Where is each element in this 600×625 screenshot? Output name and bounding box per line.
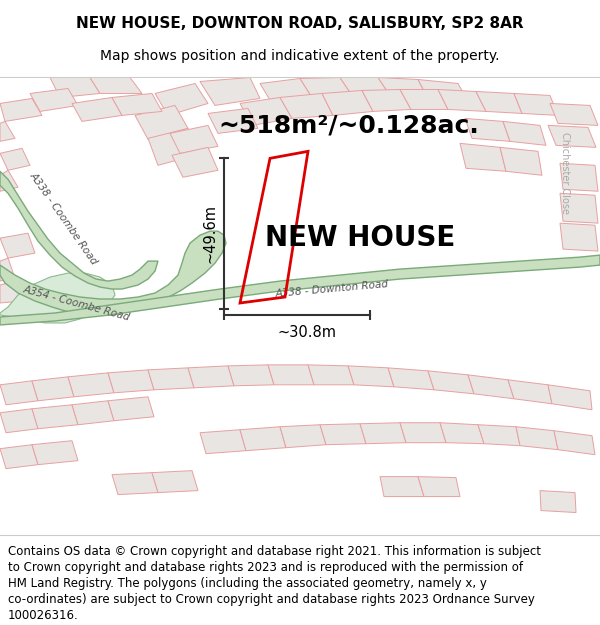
Polygon shape <box>476 91 522 113</box>
Polygon shape <box>148 368 194 390</box>
Polygon shape <box>72 98 122 121</box>
Polygon shape <box>400 422 446 442</box>
Polygon shape <box>0 409 38 432</box>
Polygon shape <box>0 170 18 191</box>
Polygon shape <box>32 405 78 429</box>
Polygon shape <box>268 365 314 385</box>
Polygon shape <box>554 431 595 454</box>
Polygon shape <box>560 163 598 191</box>
Polygon shape <box>0 233 35 258</box>
Polygon shape <box>112 472 158 494</box>
Polygon shape <box>478 425 520 446</box>
Polygon shape <box>200 78 260 106</box>
Polygon shape <box>155 84 208 116</box>
Polygon shape <box>228 365 274 386</box>
Polygon shape <box>503 121 546 146</box>
Polygon shape <box>540 491 576 512</box>
Polygon shape <box>68 373 114 397</box>
Polygon shape <box>240 98 292 126</box>
Polygon shape <box>560 193 598 223</box>
Polygon shape <box>152 471 198 492</box>
Polygon shape <box>0 445 38 469</box>
Polygon shape <box>50 78 100 98</box>
Polygon shape <box>0 255 600 325</box>
Polygon shape <box>508 380 552 404</box>
Polygon shape <box>428 371 474 394</box>
Polygon shape <box>240 427 286 451</box>
Text: NEW HOUSE, DOWNTON ROAD, SALISBURY, SP2 8AR: NEW HOUSE, DOWNTON ROAD, SALISBURY, SP2 … <box>76 16 524 31</box>
Text: A354 - Coombe Road: A354 - Coombe Road <box>22 284 131 322</box>
Polygon shape <box>280 425 326 448</box>
Polygon shape <box>438 89 486 111</box>
Polygon shape <box>418 477 460 497</box>
Text: co-ordinates) are subject to Crown copyright and database rights 2023 Ordnance S: co-ordinates) are subject to Crown copyr… <box>8 593 535 606</box>
Polygon shape <box>465 118 510 141</box>
Polygon shape <box>188 366 234 388</box>
Polygon shape <box>548 385 592 410</box>
Polygon shape <box>32 377 74 401</box>
Polygon shape <box>320 424 366 445</box>
Text: NEW HOUSE: NEW HOUSE <box>265 224 455 252</box>
Polygon shape <box>108 397 154 421</box>
Polygon shape <box>468 375 514 399</box>
Polygon shape <box>548 126 596 148</box>
Text: 100026316.: 100026316. <box>8 609 79 622</box>
Polygon shape <box>300 78 352 98</box>
Polygon shape <box>322 91 373 116</box>
Polygon shape <box>200 430 246 454</box>
Text: Map shows position and indicative extent of the property.: Map shows position and indicative extent… <box>100 49 500 62</box>
Polygon shape <box>418 79 468 101</box>
Polygon shape <box>148 128 202 165</box>
Polygon shape <box>0 171 158 289</box>
Polygon shape <box>460 143 506 171</box>
Polygon shape <box>208 108 258 133</box>
Polygon shape <box>112 94 162 116</box>
Text: HM Land Registry. The polygons (including the associated geometry, namely x, y: HM Land Registry. The polygons (includin… <box>8 577 487 590</box>
Polygon shape <box>108 370 154 392</box>
Polygon shape <box>30 89 78 111</box>
Polygon shape <box>0 99 42 121</box>
Polygon shape <box>560 223 598 251</box>
Polygon shape <box>516 427 558 449</box>
Polygon shape <box>0 121 15 141</box>
Polygon shape <box>90 78 142 94</box>
Polygon shape <box>172 148 218 178</box>
Polygon shape <box>362 89 411 111</box>
Polygon shape <box>0 381 38 405</box>
Polygon shape <box>500 148 542 175</box>
Polygon shape <box>308 365 354 385</box>
Polygon shape <box>72 401 114 425</box>
Polygon shape <box>260 79 312 104</box>
Polygon shape <box>550 104 598 126</box>
Polygon shape <box>0 148 30 170</box>
Polygon shape <box>378 78 428 99</box>
Text: to Crown copyright and database rights 2023 and is reproduced with the permissio: to Crown copyright and database rights 2… <box>8 561 523 574</box>
Polygon shape <box>280 94 333 118</box>
Polygon shape <box>170 126 218 153</box>
Text: ~49.6m: ~49.6m <box>203 204 218 263</box>
Polygon shape <box>32 441 78 464</box>
Text: A338 - Downton Road: A338 - Downton Road <box>275 279 389 299</box>
Text: A338 - Coombe Road: A338 - Coombe Road <box>28 170 100 266</box>
Polygon shape <box>0 258 15 281</box>
Polygon shape <box>360 422 406 444</box>
Polygon shape <box>514 94 558 116</box>
Polygon shape <box>0 231 226 315</box>
Polygon shape <box>0 273 115 323</box>
Polygon shape <box>388 368 434 390</box>
Polygon shape <box>440 422 484 444</box>
Text: Contains OS data © Crown copyright and database right 2021. This information is : Contains OS data © Crown copyright and d… <box>8 544 541 558</box>
Polygon shape <box>0 281 22 303</box>
Polygon shape <box>400 89 448 109</box>
Polygon shape <box>348 366 394 387</box>
Text: Chichester Close: Chichester Close <box>560 132 570 214</box>
Polygon shape <box>135 106 188 139</box>
Text: ~30.8m: ~30.8m <box>277 326 337 341</box>
Polygon shape <box>380 477 424 497</box>
Polygon shape <box>340 78 390 96</box>
Text: ~518m²/~0.128ac.: ~518m²/~0.128ac. <box>218 113 479 138</box>
